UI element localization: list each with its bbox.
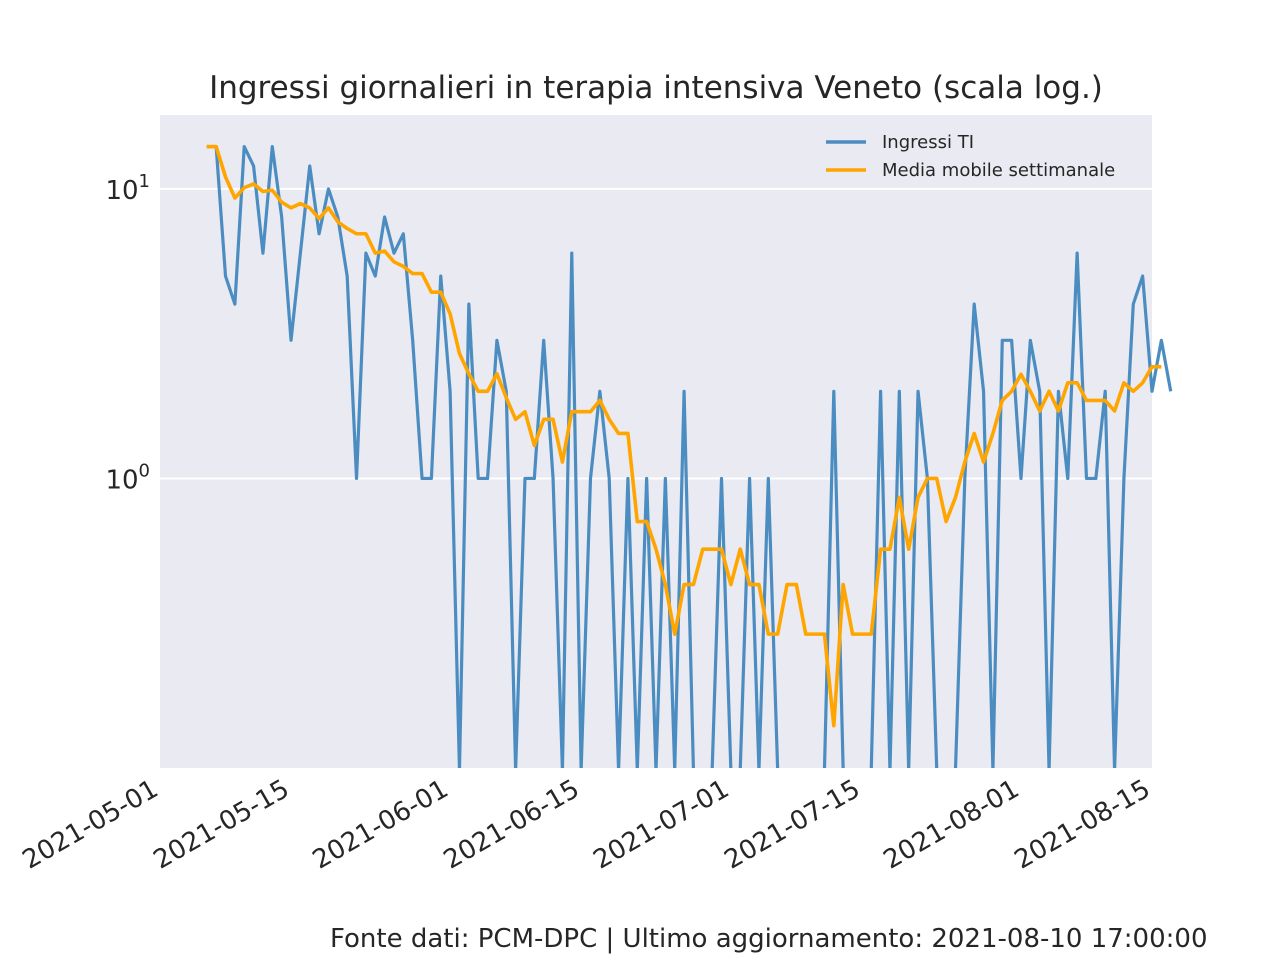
x-tick-label: 2021-08-15 [1010, 774, 1156, 876]
plot-area [160, 115, 1152, 768]
x-tick-label: 2021-05-15 [149, 774, 295, 876]
series-layer [158, 144, 1173, 774]
x-tick-label: 2021-07-01 [589, 774, 735, 876]
series-line-ingressi [206, 145, 1173, 772]
footer-source: Fonte dati: PCM-DPC | Ultimo aggiornamen… [330, 924, 1208, 954]
legend-label: Media mobile settimanale [882, 160, 1115, 181]
y-tick-labels: 100 101 [105, 171, 150, 496]
y-tick-label: 101 [105, 171, 150, 206]
legend-label: Ingressi TI [882, 132, 974, 153]
x-tick-label: 2021-05-01 [18, 774, 164, 876]
axis-mask [158, 768, 1154, 774]
series-line-media-mobile [206, 144, 1162, 728]
x-tick-label: 2021-06-01 [308, 774, 454, 876]
x-tick-label: 2021-07-15 [720, 774, 866, 876]
chart-title: Ingressi giornalieri in terapia intensiv… [209, 70, 1103, 106]
x-tick-label: 2021-06-15 [439, 774, 585, 876]
legend: Ingressi TI Media mobile settimanale [826, 132, 1115, 181]
y-tick-label: 100 [105, 460, 150, 495]
x-tick-label: 2021-08-01 [879, 774, 1025, 876]
